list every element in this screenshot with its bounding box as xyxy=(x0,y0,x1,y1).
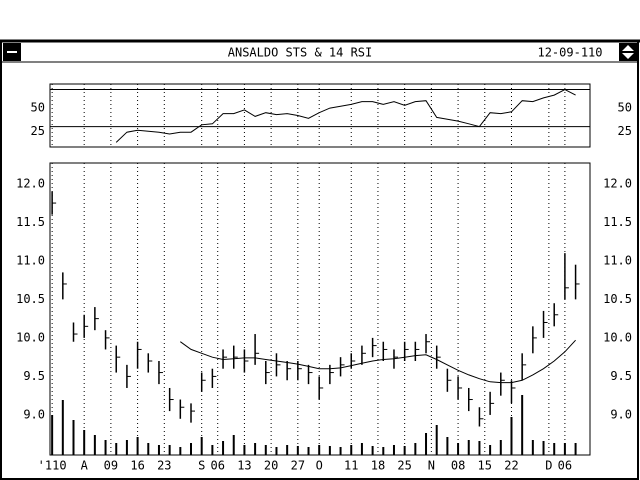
window-date: 12-09-110 xyxy=(537,46,602,60)
y-tick-label: 12.0 xyxy=(16,176,45,190)
x-tick-label: 06 xyxy=(558,459,572,473)
x-tick-label: 11 xyxy=(344,459,358,473)
x-tick-label: D xyxy=(545,459,552,473)
x-tick-label: 06 xyxy=(210,459,224,473)
x-tick-label: O xyxy=(316,459,323,473)
y-tick-label-right: 10.0 xyxy=(603,330,632,344)
y-tick-label-right: 9.0 xyxy=(610,407,632,421)
y-tick-label-right: 50 xyxy=(618,101,632,115)
y-tick-label: 25 xyxy=(31,124,45,138)
moving-average xyxy=(180,339,576,384)
y-tick-label: 9.5 xyxy=(23,369,45,383)
x-tick-label: 13 xyxy=(237,459,251,473)
y-tick-label-right: 11.5 xyxy=(603,215,632,229)
x-tick-label: 15 xyxy=(478,459,492,473)
y-tick-label: 10.5 xyxy=(16,292,45,306)
y-tick-label: 9.0 xyxy=(23,407,45,421)
x-tick-label: 27 xyxy=(291,459,305,473)
y-tick-label: 11.5 xyxy=(16,215,45,229)
maximize-button[interactable] xyxy=(619,43,637,61)
x-tick-label: 18 xyxy=(371,459,385,473)
y-tick-label-right: 11.0 xyxy=(603,253,632,267)
maximize-icon xyxy=(622,45,634,59)
y-tick-label-right: 10.5 xyxy=(603,292,632,306)
x-tick-label: 09 xyxy=(104,459,118,473)
y-tick-label-right: 12.0 xyxy=(603,176,632,190)
x-tick-label: S xyxy=(198,459,205,473)
window-title: ANSALDO STS & 14 RSI xyxy=(228,46,373,60)
x-tick-label: 25 xyxy=(397,459,411,473)
y-tick-label-right: 25 xyxy=(618,124,632,138)
x-tick-label: '110 xyxy=(38,459,67,473)
rsi-line xyxy=(115,89,576,143)
x-tick-label: 16 xyxy=(130,459,144,473)
rsi-panel xyxy=(49,83,591,148)
x-tick-label: 22 xyxy=(504,459,518,473)
x-tick-label: 20 xyxy=(264,459,278,473)
y-tick-label-right: 9.5 xyxy=(610,369,632,383)
x-tick-label: 08 xyxy=(451,459,465,473)
x-tick-label: N xyxy=(428,459,435,473)
y-tick-label: 50 xyxy=(31,101,45,115)
y-tick-label: 10.0 xyxy=(16,330,45,344)
x-tick-label: A xyxy=(81,459,89,473)
y-tick-label: 11.0 xyxy=(16,253,45,267)
x-tick-label: 23 xyxy=(157,459,171,473)
